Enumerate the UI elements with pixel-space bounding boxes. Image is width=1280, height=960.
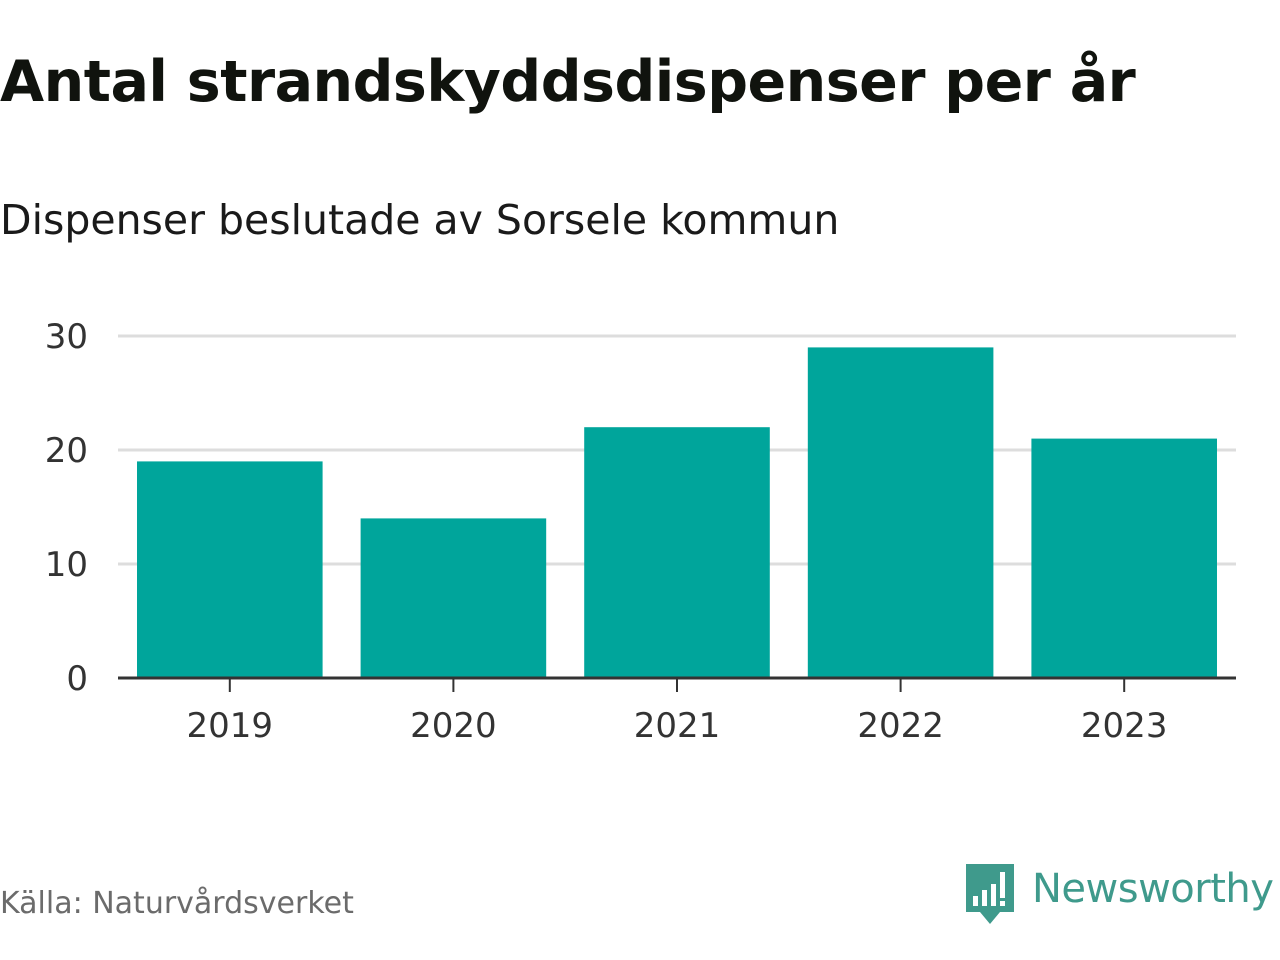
bar-2022 <box>807 347 994 678</box>
y-tick-label: 10 <box>45 545 88 585</box>
y-tick-label: 0 <box>66 659 88 699</box>
chart-title: Antal strandskyddsdispenser per år <box>0 49 1136 115</box>
x-tick-label: 2020 <box>410 706 497 746</box>
x-tick-label: 2023 <box>1081 706 1168 746</box>
brand-name: Newsworthy <box>1032 866 1274 912</box>
source-note: Källa: Naturvårdsverket <box>0 886 354 921</box>
x-tick-label: 2022 <box>857 706 944 746</box>
bar-2020 <box>360 518 547 678</box>
bar-chart: 0 10 20 30 2019 2020 2021 2022 2023 <box>45 317 1236 746</box>
newsworthy-bar-chart-bubble-icon <box>966 864 1014 924</box>
bar-2021 <box>584 427 770 678</box>
y-tick-label: 20 <box>45 431 88 471</box>
x-tick-label: 2019 <box>187 706 274 746</box>
brand-logo-block: Newsworthy <box>964 862 1274 926</box>
y-tick-label: 30 <box>45 317 88 357</box>
bar-2019 <box>137 461 323 678</box>
chart-subtitle: Dispenser beslutade av Sorsele kommun <box>0 196 840 244</box>
bar-2023 <box>1031 438 1217 678</box>
x-tick-label: 2021 <box>634 706 721 746</box>
